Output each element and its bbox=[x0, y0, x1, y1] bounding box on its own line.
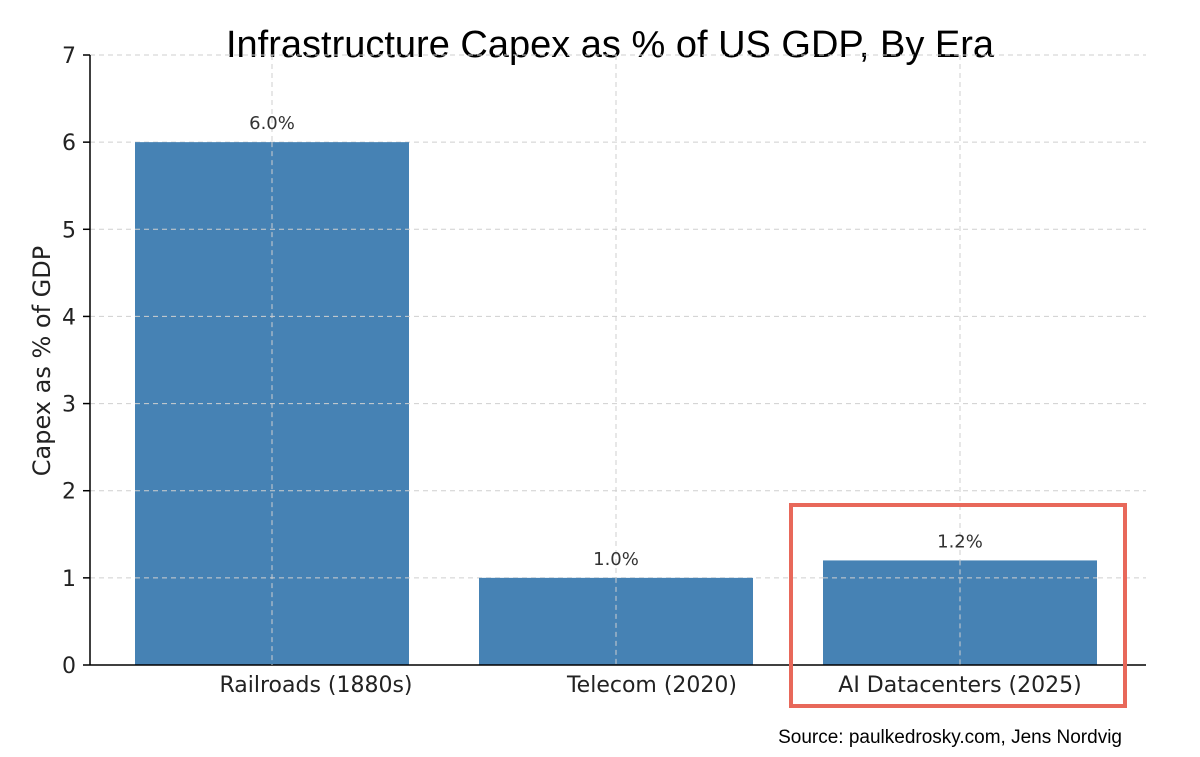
bar bbox=[823, 560, 1097, 665]
y-axis-label: Capex as % of GDP bbox=[28, 246, 56, 476]
chart-title: Infrastructure Capex as % of US GDP, By … bbox=[226, 24, 995, 66]
data-label: 1.0% bbox=[593, 549, 639, 570]
data-label: 6.0% bbox=[249, 113, 295, 134]
y-tick-label: 6 bbox=[62, 131, 76, 156]
x-categories: Railroads (1880s) Telecom (2020) AI Datace… bbox=[219, 673, 1081, 698]
y-tick-label: 4 bbox=[62, 305, 76, 330]
category-label: Railroads (1880s) bbox=[219, 673, 412, 698]
data-label: 1.2% bbox=[937, 531, 983, 552]
y-tick-label: 7 bbox=[62, 44, 76, 69]
highlight-box bbox=[789, 503, 1127, 708]
y-tick-label: 5 bbox=[62, 218, 76, 243]
source-note: Source: paulkedrosky.com, Jens Nordvig bbox=[778, 727, 1122, 748]
y-tick-label: 3 bbox=[62, 393, 76, 418]
category-label: Telecom (2020) bbox=[566, 673, 737, 698]
category-label: AI Datacenters (2025) bbox=[838, 673, 1081, 698]
y-tick-label: 1 bbox=[62, 567, 76, 592]
data-labels: 6.0% 1.0% 1.2% bbox=[135, 113, 1097, 665]
y-tick-label: 0 bbox=[62, 654, 76, 679]
y-ticks: 0 1 2 3 4 5 6 7 bbox=[62, 44, 90, 679]
axes bbox=[89, 55, 1146, 666]
y-tick-label: 2 bbox=[62, 480, 76, 505]
